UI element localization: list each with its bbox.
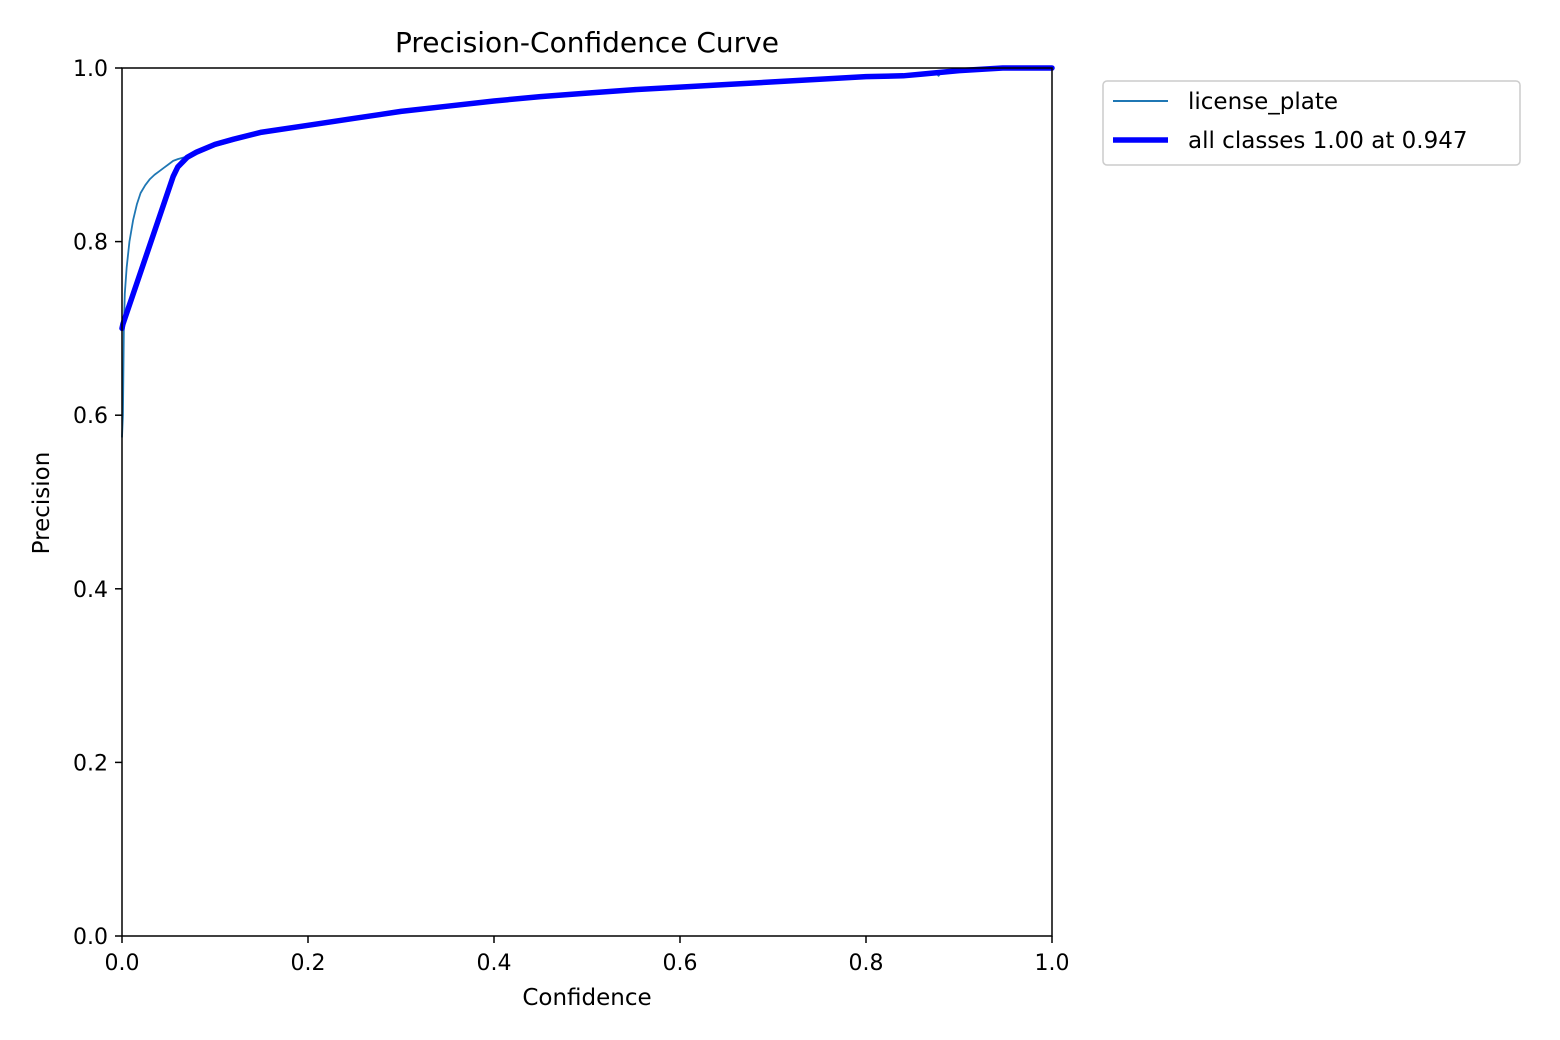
x-tick-label: 0.6 — [663, 951, 698, 976]
y-tick-label: 0.0 — [73, 925, 108, 950]
x-tick-label: 0.8 — [849, 951, 884, 976]
x-tick-label: 0.4 — [477, 951, 512, 976]
legend-label-all-classes: all classes 1.00 at 0.947 — [1188, 128, 1468, 154]
y-tick-label: 0.6 — [73, 404, 108, 429]
legend-box — [1102, 80, 1521, 166]
legend: license_plate all classes 1.00 at 0.947 — [1102, 80, 1521, 166]
series-lines — [119, 65, 1055, 438]
legend-label-license-plate: license_plate — [1188, 89, 1338, 115]
series-line-all-classes-1-00-at-0-947 — [119, 65, 1055, 332]
y-tick-label: 0.2 — [73, 751, 108, 776]
x-tick-label: 0.0 — [105, 951, 140, 976]
x-axis-ticks: 0.0 0.2 0.4 0.6 0.8 1.0 — [105, 936, 1070, 976]
x-axis-label: Confidence — [522, 985, 651, 1011]
plot-area-frame — [121, 67, 1053, 937]
y-axis-label: Precision — [29, 452, 55, 555]
x-tick-label: 0.2 — [291, 951, 326, 976]
y-tick-label: 0.4 — [73, 578, 108, 603]
y-tick-label: 1.0 — [73, 57, 108, 82]
x-tick-label: 1.0 — [1035, 951, 1070, 976]
y-tick-label: 0.8 — [73, 231, 108, 256]
chart-title: Precision-Confidence Curve — [395, 26, 779, 59]
y-axis-ticks: 0.0 0.2 0.4 0.6 0.8 1.0 — [73, 57, 122, 950]
